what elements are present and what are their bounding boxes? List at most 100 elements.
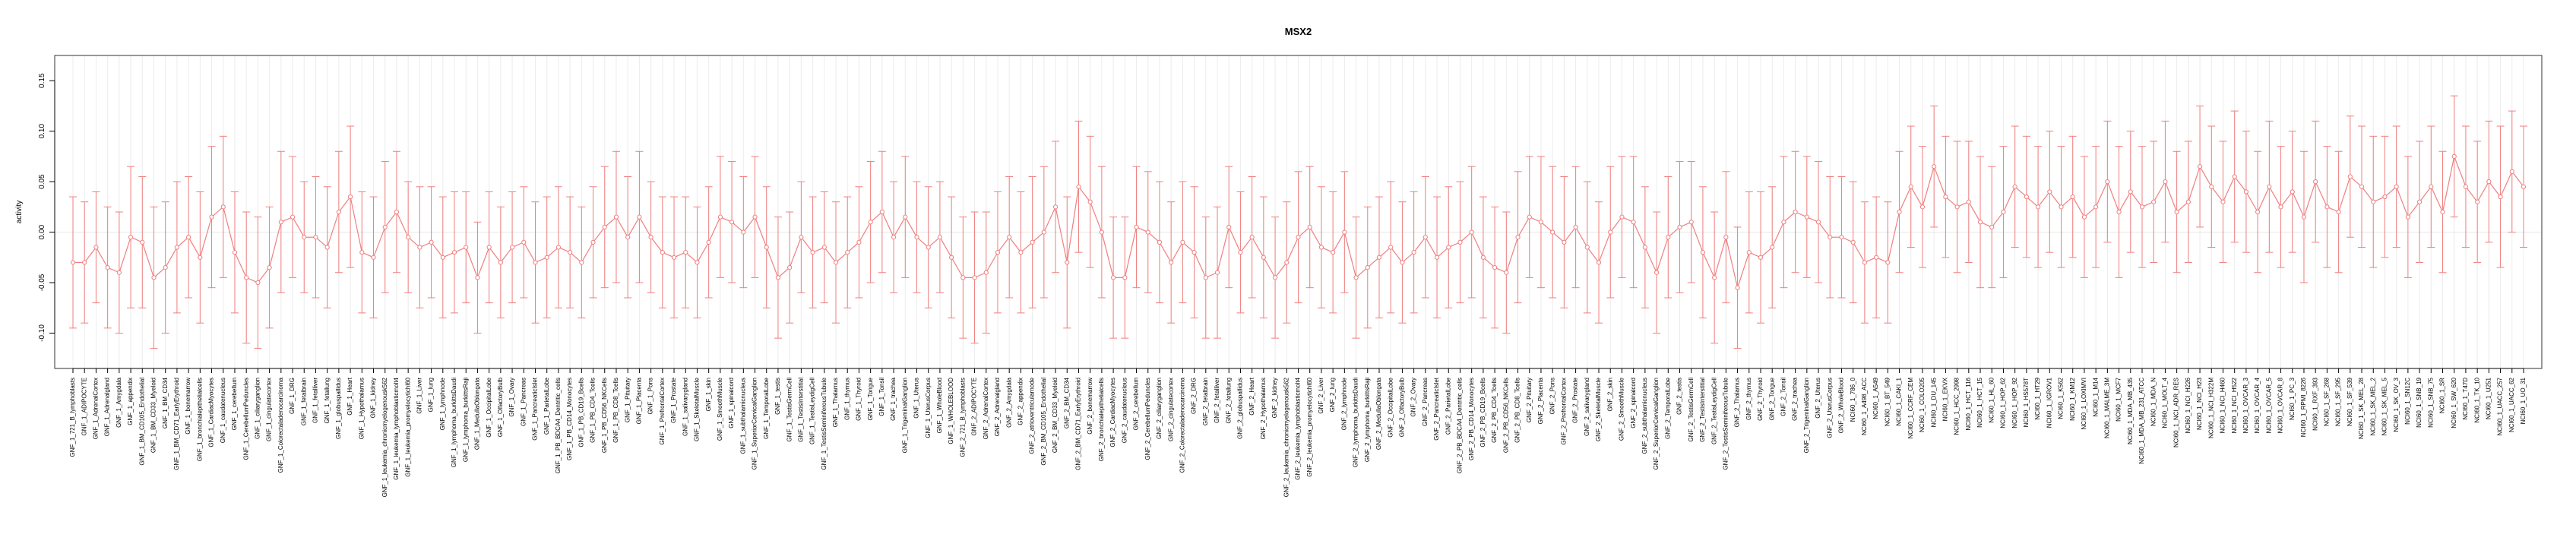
series-line-segment xyxy=(1228,226,1241,253)
data-point xyxy=(1677,224,1682,230)
series-line-segment xyxy=(500,247,513,263)
x-tick-label: GNF_2_Hypothalamus xyxy=(1260,378,1267,439)
series-line-segment xyxy=(1725,237,1739,288)
series-line-segment xyxy=(997,236,1010,253)
x-tick-label: GNF_1_Pancreas xyxy=(520,378,527,426)
data-point xyxy=(799,235,804,240)
x-tick-label: GNF_2_spinalcord xyxy=(1630,378,1637,428)
data-point xyxy=(2163,179,2168,185)
series-line-segment xyxy=(1575,226,1588,248)
data-point xyxy=(1365,264,1370,270)
x-tick-label: GNF_1_Tonsil xyxy=(878,378,885,416)
series-line-segment xyxy=(1425,236,1438,258)
x-tick-label: GNF_2_skin xyxy=(1606,378,1613,411)
x-tick-label: GNF_1_BM_CD34 xyxy=(162,377,169,428)
x-tick-label: NCI60_1_RPMI_8226 xyxy=(2300,377,2307,437)
data-point xyxy=(1480,255,1486,260)
data-point xyxy=(1030,239,1035,245)
x-tick-label: NCI60_1_KM12 xyxy=(2069,377,2076,420)
data-point xyxy=(1238,250,1243,255)
data-point xyxy=(2416,199,2423,204)
x-tick-label: NCI60_1_UACC_257 xyxy=(2497,377,2504,435)
series-line-segment xyxy=(385,211,397,228)
data-point xyxy=(93,245,99,250)
data-point xyxy=(394,209,400,215)
x-tick-label: GNF_1_ParietalLobe xyxy=(543,377,550,435)
x-tick-label: GNF_1_fetalliver xyxy=(312,378,319,423)
x-tick-label: NCI60_1_HCT_15 xyxy=(1976,377,1983,427)
series-line-segment xyxy=(1101,232,1114,278)
data-point xyxy=(1214,270,1220,275)
data-point xyxy=(1052,204,1059,210)
x-tick-label: GNF_2_PB_CD56_NKCells xyxy=(1502,378,1509,453)
x-tick-label: GNF_2_TemporalLobe xyxy=(1664,377,1671,438)
data-point xyxy=(174,245,180,250)
series-line-segment xyxy=(2350,176,2362,188)
series-line-segment xyxy=(593,226,606,243)
data-point xyxy=(2451,153,2457,160)
data-point xyxy=(371,255,376,260)
data-point xyxy=(1584,245,1590,250)
data-point xyxy=(764,245,769,250)
data-point xyxy=(116,270,122,275)
series-line-segment xyxy=(569,251,582,263)
x-tick-label: GNF_1_testis xyxy=(774,378,781,415)
series-line-segment xyxy=(1413,236,1426,253)
data-point xyxy=(1943,194,1948,200)
series-line-segment xyxy=(1587,247,1600,263)
series-line-segment xyxy=(234,251,247,278)
series-line-segment xyxy=(847,242,859,253)
x-tick-label: GNF_1_Colorectaladenocarcinoma xyxy=(277,377,284,473)
x-tick-label: GNF_2_Liver xyxy=(1318,378,1324,414)
data-point xyxy=(347,194,353,200)
x-tick-label: NCI60_1_SW_620 xyxy=(2451,377,2457,428)
series-line-segment xyxy=(315,236,328,248)
x-tick-label: NCI60_1_OVCAR_3 xyxy=(2242,377,2249,433)
data-point xyxy=(2382,194,2388,200)
series-line-segment xyxy=(2106,181,2120,213)
data-point xyxy=(278,220,283,225)
data-point xyxy=(255,280,261,286)
series-line-segment xyxy=(2164,181,2178,213)
series-line-segment xyxy=(2210,186,2223,203)
x-tick-label: GNF_2_TestisInterstitial xyxy=(1699,378,1706,442)
data-point xyxy=(717,214,723,220)
data-point xyxy=(2313,179,2318,185)
x-tick-label: GNF_2_ADIPOCYTE xyxy=(971,378,978,435)
x-tick-label: GNF_2_trachea xyxy=(1792,377,1799,420)
data-point xyxy=(856,239,862,245)
x-tick-label: GNF_1_Prostate xyxy=(670,377,677,423)
series-line-segment xyxy=(188,236,201,258)
series-line-segment xyxy=(789,237,802,268)
data-point xyxy=(1515,235,1521,240)
x-tick-label: NCI60_1_NCI_H23 xyxy=(2196,377,2203,429)
data-point xyxy=(1180,239,1185,245)
data-point xyxy=(1700,250,1706,255)
x-tick-label: GNF_2_atrioventricularnode xyxy=(1029,377,1036,454)
data-point xyxy=(2521,184,2527,189)
x-tick-label: GNF_2_PB_CD19_Bcells xyxy=(1479,378,1486,447)
series-line-segment xyxy=(350,196,362,253)
series-line-segment xyxy=(523,242,536,263)
series-line-segment xyxy=(1887,211,1900,263)
x-tick-label: GNF_1_Heart xyxy=(347,377,353,416)
data-point xyxy=(1654,270,1660,275)
series-line-segment xyxy=(1714,237,1726,278)
chart-title: MSX2 xyxy=(1285,26,1312,37)
x-tick-label: GNF_2_OccipitalLobe xyxy=(1387,377,1394,437)
x-tick-label: GNF_2_Adrenalgland xyxy=(994,378,1001,436)
x-tick-label: GNF_1_fetallung xyxy=(324,378,331,423)
x-tick-label: GNF_2_TestisLeydigCell xyxy=(1710,378,1717,444)
data-point xyxy=(1446,245,1451,250)
data-point xyxy=(625,235,631,240)
x-tick-label: GNF_1_trachea xyxy=(890,377,897,420)
x-tick-label: GNF_1_Uterus xyxy=(913,378,920,419)
data-point xyxy=(1538,220,1544,225)
data-point xyxy=(1793,209,1798,215)
data-point xyxy=(2209,184,2214,189)
data-point xyxy=(555,245,562,250)
data-point xyxy=(1099,229,1104,235)
series-line-segment xyxy=(292,217,305,238)
series-line-segment xyxy=(627,217,640,238)
